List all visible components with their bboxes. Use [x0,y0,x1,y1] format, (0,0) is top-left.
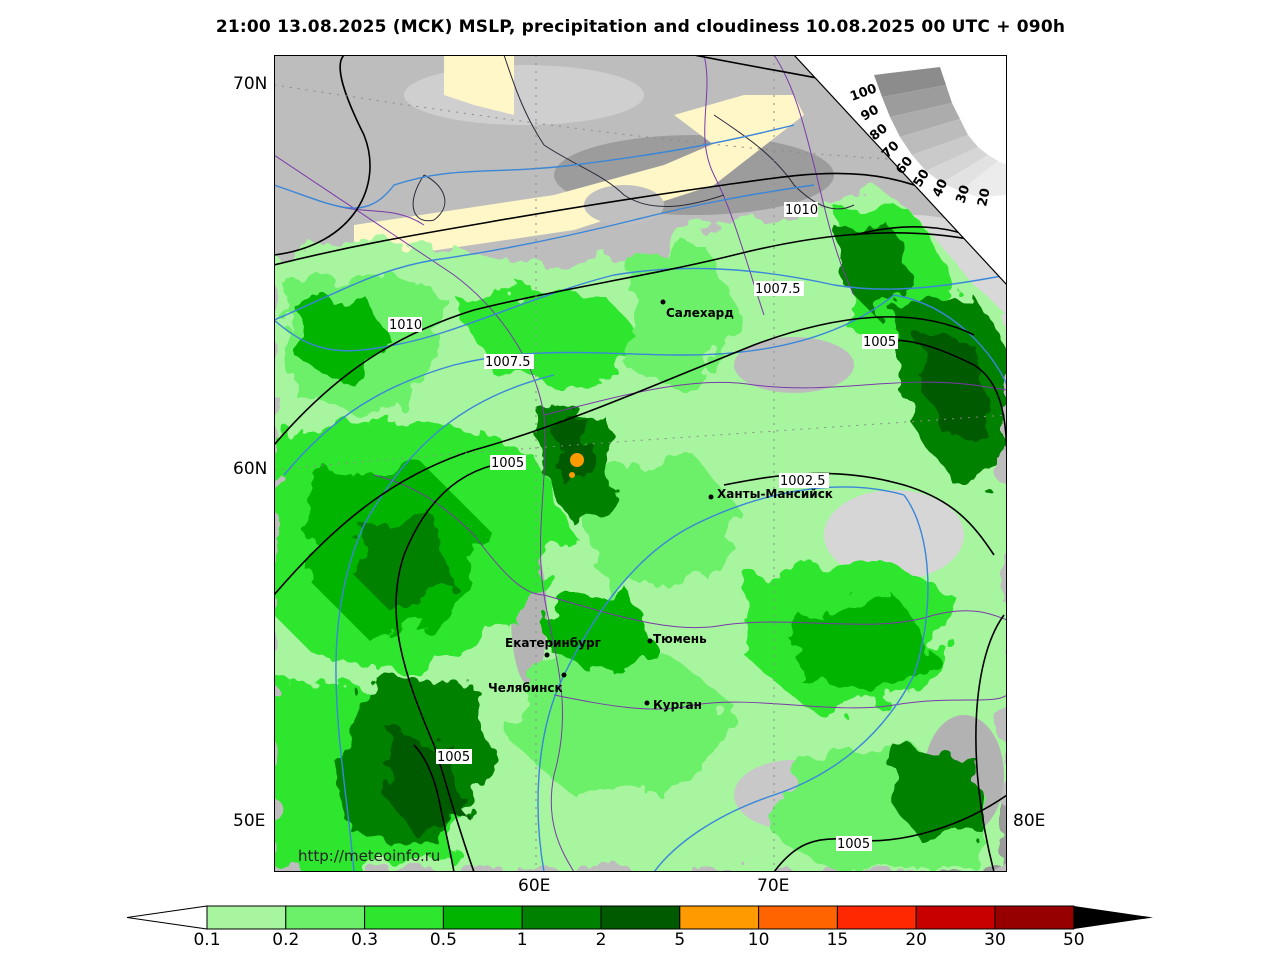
precip-heavy [294,225,1007,845]
city-label-tyumen: Тюмень [653,632,707,646]
colorbar-segment [600,905,681,930]
cloud-scale-label-30: 30 [954,183,974,205]
colorbar-segment [758,905,838,930]
lat-label-60n: 60N [233,459,268,479]
snow-area [354,55,804,255]
colorbar-tick-label: 0.5 [429,930,457,950]
colorbar-tick-label: 20 [905,930,928,950]
admin-borders [274,55,1007,872]
isotherms [274,124,1007,872]
city-dot-salekhard [660,299,666,305]
lon-label-80e: 80E [1013,811,1046,831]
colorbar-under-triangle [126,905,208,930]
city-dot-chelyabinsk [561,672,567,678]
city-label-ekaterinburg: Екатеринбург [505,636,601,650]
colorbar-tick-label: 0.3 [351,930,379,950]
lon-label-50e: 50E [233,811,266,831]
precipitation-map: 100 90 80 70 60 50 40 30 20 1010 1007.5 … [274,55,1007,872]
isobar-label: 1005 [863,335,896,350]
colorbar-over-triangle [1073,906,1153,929]
colorbar-segment [521,905,602,930]
precip-orange-spot [570,453,584,467]
cloud-scale [874,67,1007,197]
map-frame [274,55,1007,872]
watermark: http://meteoinfo.ru [298,847,440,865]
isobar-label: 1010 [389,318,422,333]
isobar-label: 1010 [785,203,818,218]
colorbar-segment [994,905,1075,930]
city-label-kurgan: Курган [653,698,702,712]
city-label-salekhard: Салехард [666,306,734,320]
colorbar-tick-label: 2 [595,930,607,950]
colorbar-segment [285,905,366,930]
colorbar-tick-label: 0.2 [272,930,300,950]
city-label-chelyabinsk: Челябинск [488,681,563,695]
isobar-label: 1005 [837,837,870,852]
lat-label-70n: 70N [233,74,268,94]
city-dot-ekaterinburg [544,652,550,658]
isobar-label: 1005 [491,456,524,471]
lon-label-70e: 70E [757,876,790,896]
colorbar-segment [442,905,523,930]
cloud-scale-label-20: 20 [975,187,993,208]
map-title: 21:00 13.08.2025 (МСК) MSLP, precipitati… [215,17,1066,37]
colorbar-tick-label: 1 [516,930,528,950]
colorbar-tick-label: 30 [984,930,1006,950]
colorbar-segment [679,905,760,930]
grid-lines [274,55,1007,872]
colorbar-tick-label: 0.1 [193,930,221,950]
isobar-label: 1005 [437,750,470,765]
city-label-khanty-mansiysk: Ханты-Мансийск [717,487,833,501]
city-dot-kurgan [644,700,650,706]
city-dot-khanty-mansiysk [708,494,714,500]
colorbar-segment [206,905,287,930]
lon-label-60e: 60E [518,876,551,896]
colorbar-tick-label: 5 [674,930,686,950]
isobar-label: 1007.5 [485,355,531,370]
colorbar-tick-label: 10 [747,930,770,950]
isobar-label: 1007.5 [755,282,801,297]
colorbar-segment [836,905,917,930]
colorbar-segment [364,905,444,930]
isobar-label: 1002.5 [780,474,826,489]
colorbar-tick-label: 50 [1062,930,1085,950]
colorbar-segment [915,905,996,930]
city-dot-tyumen [647,638,653,644]
colorbar-tick-label: 15 [826,930,849,950]
cloud-scale-label-40: 40 [930,177,951,200]
